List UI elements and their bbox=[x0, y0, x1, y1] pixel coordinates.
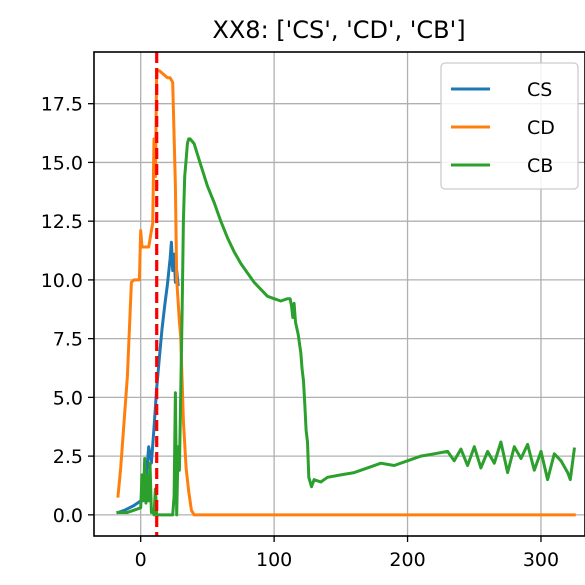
axes bbox=[88, 51, 585, 542]
y-tick-label: 15.0 bbox=[41, 152, 83, 174]
tick-labels: 0 100 200 300 0.0 2.5 5.0 7.5 10.0 12.5 15.0 17.5 bbox=[41, 94, 559, 571]
x-tick-label: 200 bbox=[389, 549, 425, 571]
y-tick-label: 0.0 bbox=[53, 505, 83, 527]
legend-box bbox=[440, 62, 579, 190]
x-tick-label: 100 bbox=[256, 549, 292, 571]
x-tick-label: 300 bbox=[523, 549, 559, 571]
x-tick-label: 0 bbox=[135, 549, 147, 571]
legend-label-cd: CD bbox=[527, 117, 555, 139]
y-tick-label: 2.5 bbox=[53, 446, 83, 468]
series-line-cb bbox=[116, 137, 576, 517]
y-tick-label: 17.5 bbox=[41, 94, 83, 116]
y-tick-label: 12.5 bbox=[41, 211, 83, 233]
legend-label-cb: CB bbox=[527, 155, 553, 177]
y-tick-label: 7.5 bbox=[53, 329, 83, 351]
legend-label-cs: CS bbox=[527, 79, 552, 101]
y-tick-label: 5.0 bbox=[53, 387, 83, 409]
legend: CS CD CB bbox=[440, 62, 579, 190]
axes-frame bbox=[93, 51, 585, 537]
y-tick-label: 10.0 bbox=[41, 270, 83, 292]
chart-title: XX8: ['CS', 'CD', 'CB'] bbox=[212, 16, 465, 44]
